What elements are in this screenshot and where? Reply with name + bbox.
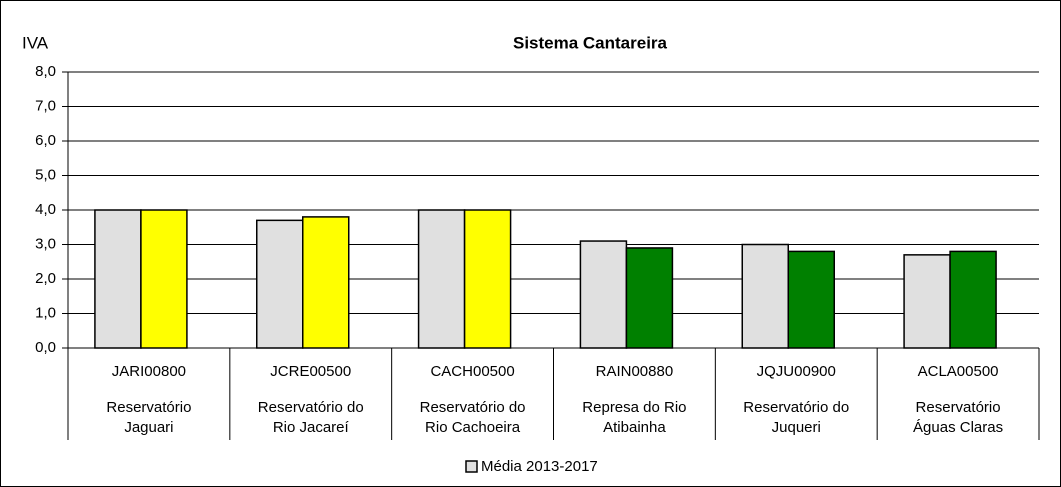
- location-label: Reservatório do: [420, 399, 526, 416]
- y-tick-label: 6,0: [35, 132, 56, 149]
- y-tick-label: 2,0: [35, 270, 56, 287]
- location-label: Reservatório: [916, 399, 1001, 416]
- bar: [140, 209, 188, 349]
- location-label: Rio Jacareí: [273, 419, 350, 436]
- y-tick-label: 8,0: [35, 63, 56, 80]
- location-label: Jaguari: [124, 419, 173, 436]
- y-tick-label: 4,0: [35, 201, 56, 218]
- location-label: Rio Cachoeira: [425, 419, 521, 436]
- x-tick-label: RAIN00880: [596, 363, 674, 380]
- bar: [94, 209, 142, 349]
- y-tick-label: 0,0: [35, 339, 56, 356]
- x-tick-label: CACH00500: [430, 363, 514, 380]
- location-label: Reservatório do: [258, 399, 364, 416]
- bar: [417, 209, 466, 349]
- y-tick-label: 7,0: [35, 97, 56, 114]
- location-label: Águas Claras: [913, 419, 1003, 436]
- bar: [741, 243, 789, 349]
- location-label: Reservatório: [106, 399, 191, 416]
- x-tick-label: JCRE00500: [270, 363, 351, 380]
- legend-label: Média 2013-2017: [481, 458, 598, 475]
- chart-title: Sistema Cantareira: [513, 33, 668, 52]
- x-tick-label: JQJU00900: [757, 363, 836, 380]
- location-label: Reservatório do: [743, 399, 849, 416]
- y-tick-label: 5,0: [35, 166, 56, 183]
- location-label: Atibainha: [603, 419, 666, 436]
- bar: [949, 250, 997, 349]
- y-axis-label: IVA: [22, 33, 49, 52]
- legend-swatch: [465, 460, 478, 473]
- x-tick-label: JARI00800: [112, 363, 186, 380]
- location-label: Represa do Rio: [582, 399, 686, 416]
- bar: [625, 247, 674, 349]
- bar: [903, 254, 951, 349]
- y-tick-label: 1,0: [35, 304, 56, 321]
- bar: [302, 216, 350, 349]
- location-label: Juqueri: [772, 419, 821, 436]
- bar: [256, 219, 304, 349]
- bar: [463, 209, 512, 349]
- bar: [579, 240, 628, 349]
- bar: [787, 250, 835, 349]
- x-tick-label: ACLA00500: [918, 363, 999, 380]
- y-tick-label: 3,0: [35, 235, 56, 252]
